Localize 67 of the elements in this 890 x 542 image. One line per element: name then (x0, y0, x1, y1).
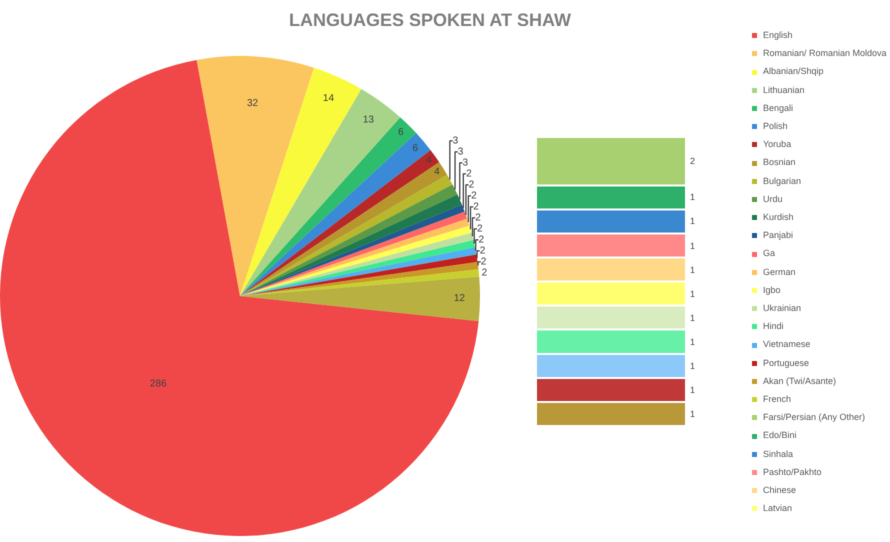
data-label: 1 (690, 216, 696, 226)
data-label: 1 (690, 361, 696, 371)
legend-label: Urdu (763, 194, 783, 204)
data-label: 1 (690, 241, 696, 251)
data-label: 3 (452, 135, 459, 146)
legend-label: Pashto/Pakhto (763, 466, 822, 477)
chart-title: LANGUAGES SPOKEN AT SHAW (288, 10, 572, 30)
data-label: 4 (426, 154, 432, 166)
legend-label: Polish (763, 121, 788, 132)
data-label: 6 (412, 142, 418, 154)
data-label: 6 (398, 127, 404, 138)
data-label: 2 (478, 234, 484, 246)
legend-label: Akan (Twi/Asante) (763, 376, 836, 386)
data-label: 2 (468, 179, 475, 190)
data-label: 14 (322, 92, 334, 104)
legend-label: Bosnian (763, 157, 796, 168)
legend-label: German (763, 266, 796, 277)
pie-slice (240, 117, 416, 296)
pie-slice (196, 56, 314, 296)
legend-label: Ga (763, 248, 776, 258)
data-label: 1 (690, 337, 696, 347)
data-label: 1 (690, 192, 696, 202)
legend-label: Panjabi (763, 230, 794, 240)
legend-label: French (763, 394, 792, 404)
legend-label: Bengali (763, 102, 794, 113)
legend-label: Lithuanian (763, 84, 805, 95)
legend-label: Bulgarian (763, 176, 802, 186)
pie-slice (240, 88, 400, 296)
text: Edo/Bini (763, 430, 797, 440)
pie-slice (0, 60, 479, 536)
data-label: 2 (471, 190, 478, 202)
legend-label: Ukrainian (763, 303, 802, 314)
data-label: 2 (475, 212, 482, 224)
legend-label: Yoruba (763, 139, 792, 150)
data-label: 3 (458, 146, 464, 158)
data-label: 1 (690, 409, 696, 419)
legend-label: English (763, 30, 793, 40)
legend-label: Igbo (763, 284, 781, 295)
legend-label: Hindi (763, 321, 784, 332)
legend-label: Chinese (763, 485, 796, 496)
text: Farsi/Persian (Any Other) (763, 412, 866, 422)
data-label: 2 (476, 223, 483, 234)
data-label: 2 (482, 267, 488, 278)
pie-slice (240, 276, 480, 322)
data-label: 2 (480, 256, 487, 268)
data-label: 1 (690, 385, 696, 395)
data-label: 1 (690, 265, 696, 275)
data-label: 2 (473, 201, 480, 212)
data-label: 3 (462, 157, 468, 168)
data-label: 4 (434, 166, 440, 178)
legend-label: Portuguese (763, 358, 810, 368)
data-label: 1 (690, 289, 696, 299)
data-label: 1 (690, 313, 696, 323)
data-label: 13 (362, 114, 374, 126)
legend-label: Vietnamese (763, 339, 810, 350)
legend-label: Romanian/ Romanian Moldova (763, 48, 887, 58)
text: Sinhala (763, 448, 794, 459)
data-label: 2 (466, 168, 472, 180)
pie-slice (240, 68, 362, 296)
data-label: 2 (690, 156, 696, 166)
legend-label: Kurdish (763, 212, 794, 222)
data-label: 286 (150, 378, 168, 390)
data-label: 2 (480, 245, 486, 256)
legend-label: Albanian/Shqip (763, 66, 824, 76)
data-label: 12 (454, 293, 466, 304)
data-label: 32 (246, 98, 258, 110)
legend-label: Latvian (763, 503, 792, 514)
